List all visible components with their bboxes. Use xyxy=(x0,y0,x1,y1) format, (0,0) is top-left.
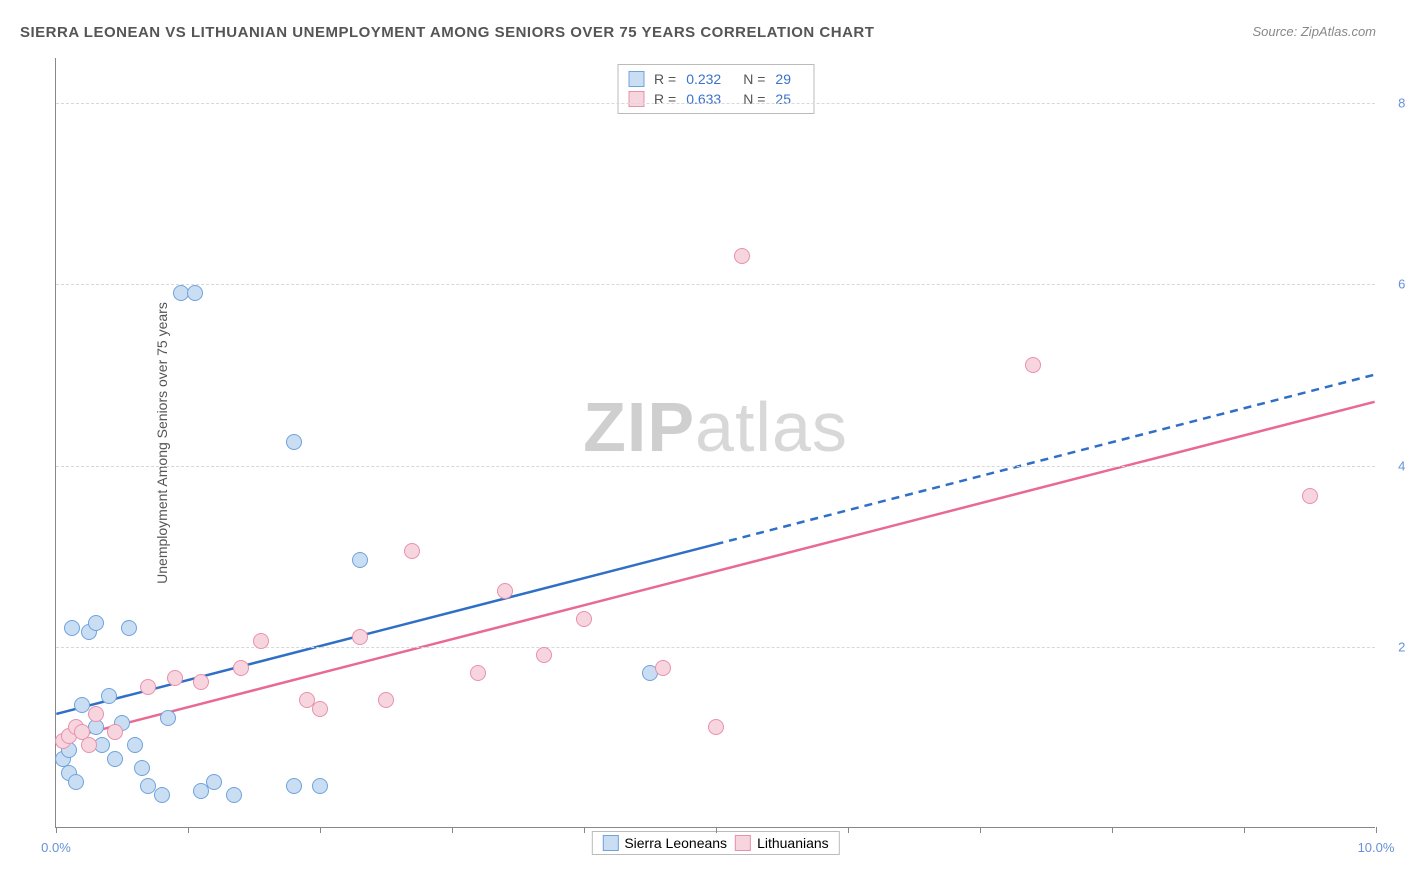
data-point xyxy=(140,679,156,695)
watermark-rest: atlas xyxy=(695,388,848,466)
data-point xyxy=(81,737,97,753)
y-tick-label: 60.0% xyxy=(1385,277,1406,292)
stats-row-1: R = 0.232 N = 29 xyxy=(628,69,803,89)
data-point xyxy=(88,615,104,631)
trend-lines-svg xyxy=(56,58,1375,827)
data-point xyxy=(101,688,117,704)
y-tick-label: 20.0% xyxy=(1385,639,1406,654)
x-tick xyxy=(56,827,57,833)
y-tick-label: 80.0% xyxy=(1385,96,1406,111)
n-value: 25 xyxy=(775,91,791,107)
watermark: ZIPatlas xyxy=(583,387,848,467)
r-label: R = xyxy=(654,71,676,87)
swatch-pink xyxy=(628,91,644,107)
stats-legend-box: R = 0.232 N = 29 R = 0.633 N = 25 xyxy=(617,64,814,114)
data-point xyxy=(312,778,328,794)
legend-label: Sierra Leoneans xyxy=(624,835,727,851)
data-point xyxy=(352,629,368,645)
data-point xyxy=(193,674,209,690)
data-point xyxy=(655,660,671,676)
stats-row-2: R = 0.633 N = 25 xyxy=(628,89,803,109)
chart-container: SIERRA LEONEAN VS LITHUANIAN UNEMPLOYMEN… xyxy=(0,0,1406,892)
n-value: 29 xyxy=(775,71,791,87)
trend-line-dashed xyxy=(716,375,1375,545)
data-point xyxy=(312,701,328,717)
data-point xyxy=(167,670,183,686)
x-tick xyxy=(1376,827,1377,833)
legend-item-2: Lithuanians xyxy=(735,835,829,851)
data-point xyxy=(352,552,368,568)
data-point xyxy=(536,647,552,663)
data-point xyxy=(378,692,394,708)
data-point xyxy=(286,778,302,794)
source-label: Source: ZipAtlas.com xyxy=(1252,24,1376,39)
data-point xyxy=(154,787,170,803)
data-point xyxy=(206,774,222,790)
n-label: N = xyxy=(743,91,765,107)
gridline xyxy=(56,647,1375,648)
x-tick xyxy=(980,827,981,833)
data-point xyxy=(88,706,104,722)
data-point xyxy=(134,760,150,776)
x-tick xyxy=(716,827,717,833)
data-point xyxy=(64,620,80,636)
gridline xyxy=(56,466,1375,467)
data-point xyxy=(470,665,486,681)
legend-item-1: Sierra Leoneans xyxy=(602,835,727,851)
r-label: R = xyxy=(654,91,676,107)
y-axis-label: Unemployment Among Seniors over 75 years xyxy=(154,302,170,584)
data-point xyxy=(708,719,724,735)
x-tick xyxy=(188,827,189,833)
x-tick xyxy=(1112,827,1113,833)
y-tick-label: 40.0% xyxy=(1385,458,1406,473)
data-point xyxy=(404,543,420,559)
data-point xyxy=(1025,357,1041,373)
data-point xyxy=(127,737,143,753)
legend-bottom: Sierra Leoneans Lithuanians xyxy=(591,831,839,855)
gridline xyxy=(56,103,1375,104)
plot-area: Unemployment Among Seniors over 75 years… xyxy=(55,58,1375,828)
x-tick xyxy=(848,827,849,833)
data-point xyxy=(160,710,176,726)
data-point xyxy=(734,248,750,264)
data-point xyxy=(286,434,302,450)
chart-title: SIERRA LEONEAN VS LITHUANIAN UNEMPLOYMEN… xyxy=(20,24,874,41)
r-value: 0.232 xyxy=(686,71,721,87)
trend-line-solid xyxy=(56,402,1374,741)
data-point xyxy=(121,620,137,636)
x-tick xyxy=(320,827,321,833)
swatch-blue xyxy=(602,835,618,851)
x-tick xyxy=(452,827,453,833)
data-point xyxy=(253,633,269,649)
data-point xyxy=(107,724,123,740)
data-point xyxy=(68,774,84,790)
swatch-pink xyxy=(735,835,751,851)
x-tick-label: 10.0% xyxy=(1358,840,1395,855)
data-point xyxy=(107,751,123,767)
data-point xyxy=(187,285,203,301)
x-tick xyxy=(584,827,585,833)
gridline xyxy=(56,284,1375,285)
swatch-blue xyxy=(628,71,644,87)
n-label: N = xyxy=(743,71,765,87)
data-point xyxy=(226,787,242,803)
r-value: 0.633 xyxy=(686,91,721,107)
data-point xyxy=(233,660,249,676)
data-point xyxy=(1302,488,1318,504)
watermark-bold: ZIP xyxy=(583,388,695,466)
legend-label: Lithuanians xyxy=(757,835,829,851)
data-point xyxy=(576,611,592,627)
data-point xyxy=(497,583,513,599)
x-tick xyxy=(1244,827,1245,833)
x-tick-label: 0.0% xyxy=(41,840,71,855)
